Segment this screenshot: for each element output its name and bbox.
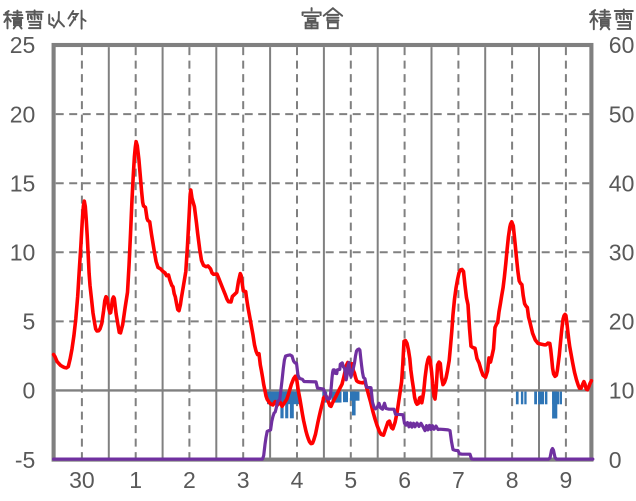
- svg-text:15: 15: [10, 170, 36, 196]
- svg-text:20: 20: [10, 101, 36, 127]
- svg-text:9: 9: [560, 467, 573, 493]
- svg-text:5: 5: [344, 467, 357, 493]
- svg-text:0: 0: [609, 447, 622, 473]
- svg-text:30: 30: [609, 240, 635, 266]
- svg-text:2: 2: [183, 467, 196, 493]
- svg-text:7: 7: [452, 467, 465, 493]
- svg-text:25: 25: [10, 32, 36, 58]
- svg-text:30: 30: [69, 467, 95, 493]
- svg-text:10: 10: [10, 240, 36, 266]
- svg-text:20: 20: [609, 309, 635, 335]
- svg-text:50: 50: [609, 101, 635, 127]
- svg-text:6: 6: [398, 467, 411, 493]
- svg-text:40: 40: [609, 170, 635, 196]
- svg-text:5: 5: [23, 309, 36, 335]
- svg-text:10: 10: [609, 378, 635, 404]
- svg-text:0: 0: [23, 378, 36, 404]
- svg-text:60: 60: [609, 32, 635, 58]
- svg-text:8: 8: [506, 467, 519, 493]
- svg-text:3: 3: [237, 467, 250, 493]
- svg-text:-5: -5: [15, 447, 35, 473]
- svg-text:4: 4: [291, 467, 304, 493]
- svg-text:1: 1: [129, 467, 142, 493]
